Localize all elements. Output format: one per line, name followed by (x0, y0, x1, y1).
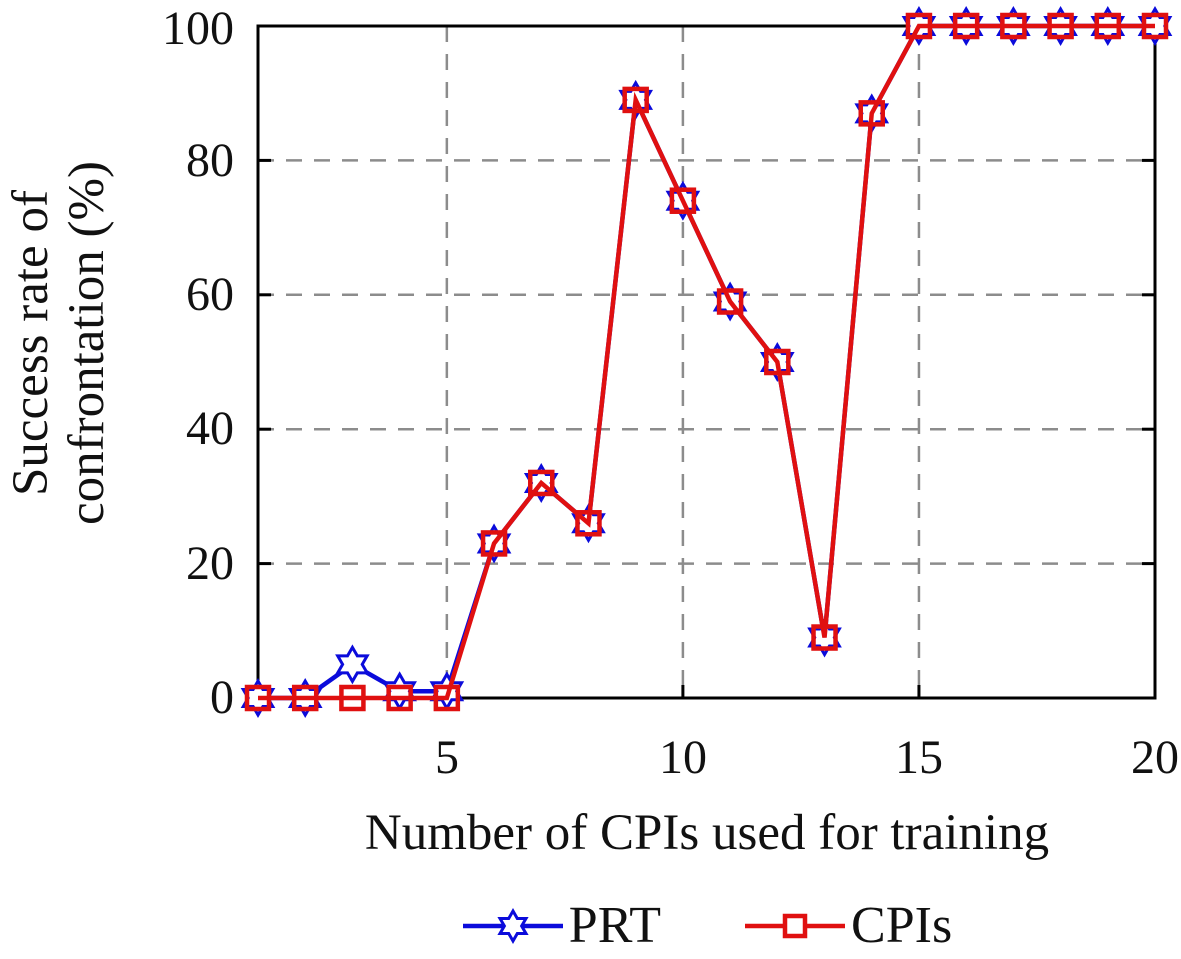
legend-entry-cpis: CPIs (743, 898, 952, 954)
square-marker-icon (952, 12, 980, 40)
legend-label-prt: PRT (568, 897, 662, 954)
x-tick-label-5: 5 (435, 731, 459, 784)
axis-ticks (258, 158, 1155, 698)
series-line-cpis (258, 23, 1155, 701)
y-tick-label-0: 0 (210, 671, 234, 724)
square-marker-icon (1000, 12, 1027, 40)
y-axis-title-line2: confrontation (%) (59, 161, 115, 525)
square-marker-icon (528, 469, 555, 497)
y-tick-label-100: 100 (162, 2, 234, 55)
cpis-line-square-icon (745, 913, 846, 939)
series-prt (240, 5, 1173, 719)
series-cpis (244, 12, 1169, 712)
square-marker-icon (480, 530, 508, 557)
legend-entry-prt: PRT (461, 898, 661, 954)
square-marker-icon (764, 348, 791, 376)
y-tick-label-40: 40 (186, 402, 234, 455)
square-marker-icon (433, 684, 461, 712)
legend: PRT CPIs (258, 893, 1155, 959)
x-tick-label-10: 10 (659, 731, 707, 784)
x-tick-label-15: 15 (895, 731, 943, 784)
square-marker-icon (905, 12, 933, 40)
square-marker-icon (244, 684, 272, 712)
y-axis-title: Success rate of confrontation (%) (3, 3, 121, 683)
square-marker-icon (1094, 12, 1122, 40)
x-tick-label-20: 20 (1131, 731, 1179, 784)
square-marker-icon (858, 100, 885, 127)
square-marker-icon (291, 684, 319, 712)
square-marker-icon (575, 510, 602, 537)
square-marker-icon (716, 288, 744, 315)
square-marker-icon (386, 684, 413, 712)
square-marker-icon (622, 86, 649, 114)
square-marker-icon (1141, 12, 1169, 40)
x-axis-title: Number of CPIs used for training (364, 805, 1050, 861)
y-tick-label-20: 20 (186, 537, 234, 590)
gridlines (258, 26, 1155, 698)
square-marker-icon (339, 684, 366, 712)
prt-line-star-icon (462, 907, 563, 945)
square-marker-icon (669, 187, 697, 214)
y-axis-title-line1: Success rate of (3, 190, 59, 496)
series-line-prt (258, 23, 1155, 701)
legend-label-cpis: CPIs (851, 897, 953, 954)
square-marker-icon (1047, 12, 1074, 40)
star-marker-icon (335, 644, 370, 685)
square-marker-icon (811, 624, 838, 651)
plot-border (256, 24, 1157, 700)
y-tick-label-80: 80 (186, 134, 234, 187)
y-tick-label-60: 60 (186, 268, 234, 321)
